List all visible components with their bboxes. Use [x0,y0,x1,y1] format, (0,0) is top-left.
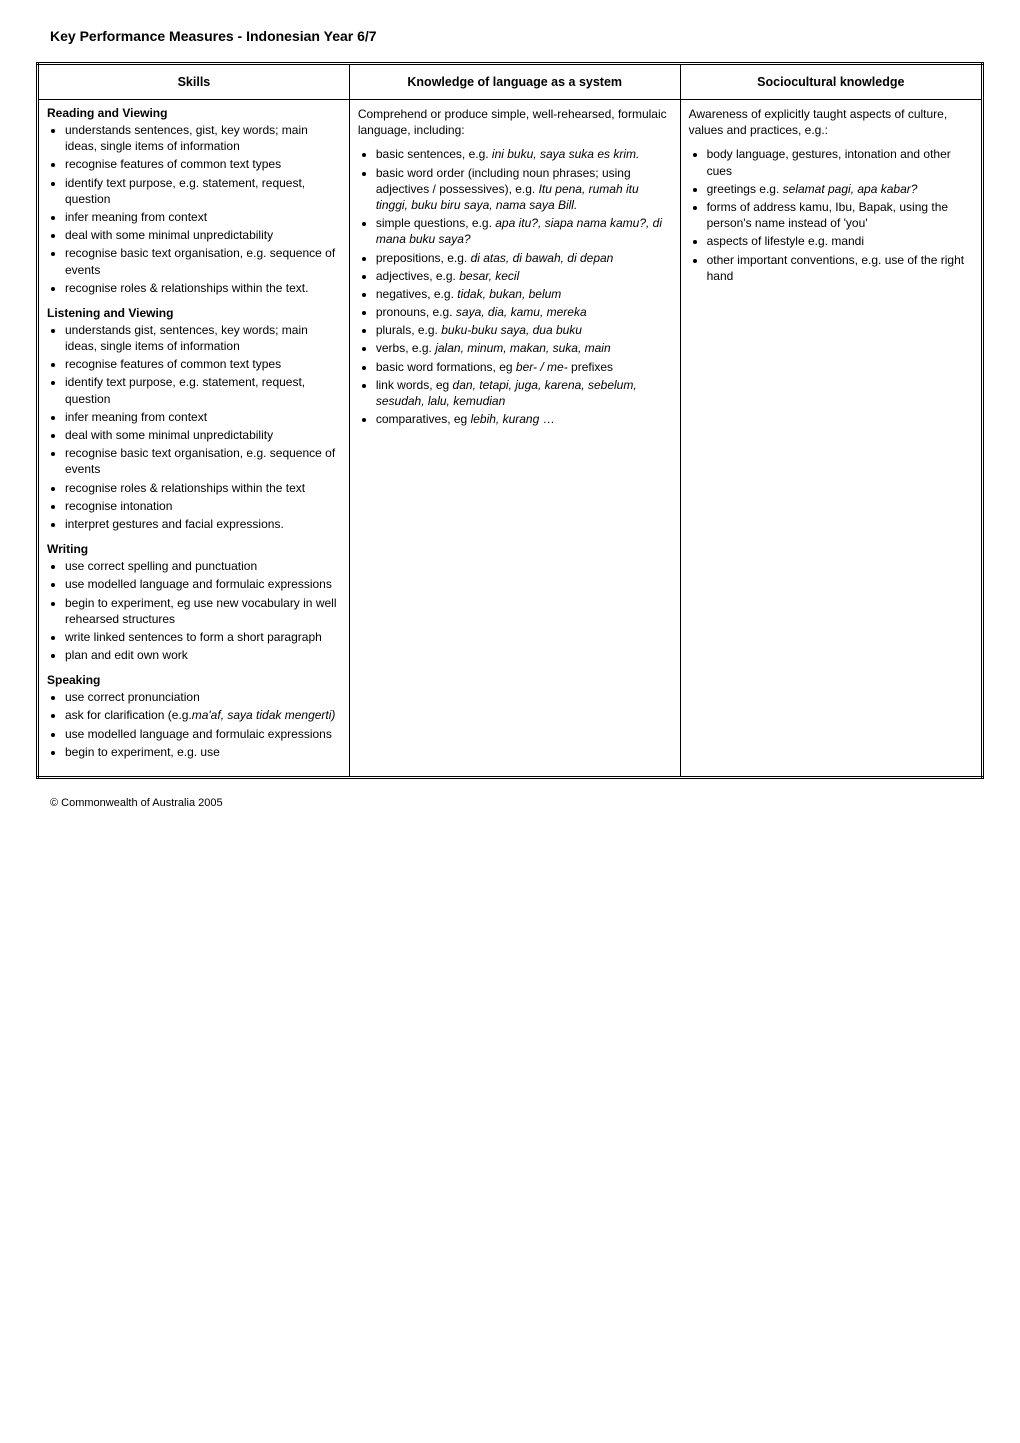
kpm-table: Skills Knowledge of language as a system… [36,62,984,779]
socio-list: body language, gestures, intonation and … [689,146,973,284]
list-item: comparatives, eg lebih, kurang … [376,411,672,427]
list-item: prepositions, e.g. di atas, di bawah, di… [376,250,672,266]
list-item: begin to experiment, eg use new vocabula… [65,595,341,627]
writing-list: use correct spelling and punctuation use … [47,558,341,663]
header-socio: Sociocultural knowledge [680,64,982,100]
speaking-list: use correct pronunciation ask for clarifi… [47,689,341,760]
list-item: negatives, e.g. tidak, bukan, belum [376,286,672,302]
list-item: recognise basic text organisation, e.g. … [65,445,341,477]
table-header-row: Skills Knowledge of language as a system… [38,64,983,100]
skills-cell: Reading and Viewing understands sentence… [38,100,350,778]
list-item: greetings e.g. selamat pagi, apa kabar? [707,181,973,197]
knowledge-list: basic sentences, e.g. ini buku, saya suk… [358,146,672,427]
list-item: recognise features of common text types [65,356,341,372]
list-item: verbs, e.g. jalan, minum, makan, suka, m… [376,340,672,356]
list-item: pronouns, e.g. saya, dia, kamu, mereka [376,304,672,320]
list-item: plurals, e.g. buku-buku saya, dua buku [376,322,672,338]
knowledge-intro: Comprehend or produce simple, well-rehea… [358,106,672,138]
list-item: understands gist, sentences, key words; … [65,322,341,354]
table-body-row: Reading and Viewing understands sentence… [38,100,983,778]
socio-cell: Awareness of explicitly taught aspects o… [680,100,982,778]
list-item: adjectives, e.g. besar, kecil [376,268,672,284]
list-item: use modelled language and formulaic expr… [65,576,341,592]
list-item: basic word order (including noun phrases… [376,165,672,214]
list-item: simple questions, e.g. apa itu?, siapa n… [376,215,672,247]
list-item: write linked sentences to form a short p… [65,629,341,645]
list-item: recognise basic text organisation, e.g. … [65,245,341,277]
listening-list: understands gist, sentences, key words; … [47,322,341,532]
list-item: recognise roles & relationships within t… [65,480,341,496]
reading-heading: Reading and Viewing [47,106,341,120]
list-item: interpret gestures and facial expression… [65,516,341,532]
list-item: basic sentences, e.g. ini buku, saya suk… [376,146,672,162]
list-item: ask for clarification (e.g.ma'af, saya t… [65,707,341,723]
list-item: begin to experiment, e.g. use [65,744,341,760]
writing-heading: Writing [47,542,341,556]
list-item: plan and edit own work [65,647,341,663]
header-knowledge: Knowledge of language as a system [349,64,680,100]
footer-copyright: © Commonwealth of Australia 2005 [36,797,984,809]
listening-heading: Listening and Viewing [47,306,341,320]
list-item: recognise intonation [65,498,341,514]
list-item: recognise features of common text types [65,156,341,172]
page-title: Key Performance Measures - Indonesian Ye… [50,28,984,44]
list-item: aspects of lifestyle e.g. mandi [707,233,973,249]
list-item: infer meaning from context [65,209,341,225]
list-item: other important conventions, e.g. use of… [707,252,973,284]
header-skills: Skills [38,64,350,100]
list-item: body language, gestures, intonation and … [707,146,973,178]
list-item: use correct pronunciation [65,689,341,705]
list-item: use correct spelling and punctuation [65,558,341,574]
list-item: link words, eg dan, tetapi, juga, karena… [376,377,672,409]
speaking-heading: Speaking [47,673,341,687]
list-item: identify text purpose, e.g. statement, r… [65,175,341,207]
list-item: identify text purpose, e.g. statement, r… [65,374,341,406]
list-item: infer meaning from context [65,409,341,425]
list-item: deal with some minimal unpredictability [65,227,341,243]
list-item: recognise roles & relationships within t… [65,280,341,296]
knowledge-cell: Comprehend or produce simple, well-rehea… [349,100,680,778]
list-item: basic word formations, eg ber- / me- pre… [376,359,672,375]
socio-intro: Awareness of explicitly taught aspects o… [689,106,973,138]
list-item: understands sentences, gist, key words; … [65,122,341,154]
list-item: deal with some minimal unpredictability [65,427,341,443]
list-item: use modelled language and formulaic expr… [65,726,341,742]
reading-list: understands sentences, gist, key words; … [47,122,341,296]
list-item: forms of address kamu, Ibu, Bapak, using… [707,199,973,231]
